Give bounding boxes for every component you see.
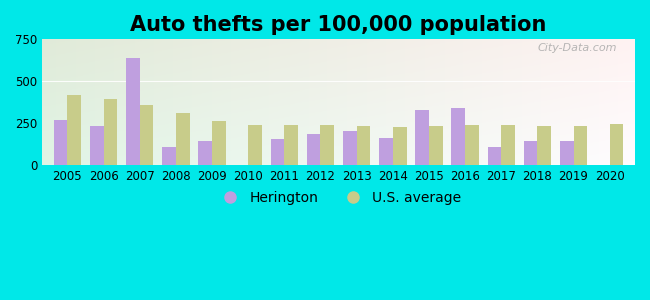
Bar <box>501 125 515 165</box>
Bar <box>343 131 357 165</box>
Bar <box>357 126 370 165</box>
Bar <box>140 105 153 165</box>
Bar <box>198 142 212 165</box>
Bar <box>90 126 103 165</box>
Legend: Herington, U.S. average: Herington, U.S. average <box>210 186 467 211</box>
Bar <box>54 120 68 165</box>
Bar <box>176 113 190 165</box>
Bar <box>379 138 393 165</box>
Bar <box>248 125 262 165</box>
Bar <box>415 110 429 165</box>
Title: Auto thefts per 100,000 population: Auto thefts per 100,000 population <box>131 15 547 35</box>
Bar <box>465 125 479 165</box>
Bar <box>307 134 320 165</box>
Bar <box>126 58 140 165</box>
Bar <box>524 141 538 165</box>
Bar <box>393 127 406 165</box>
Bar <box>284 125 298 165</box>
Bar <box>429 126 443 165</box>
Bar <box>451 108 465 165</box>
Bar <box>538 126 551 165</box>
Bar <box>560 142 573 165</box>
Bar <box>573 126 588 165</box>
Bar <box>270 139 284 165</box>
Bar <box>610 124 623 165</box>
Text: City-Data.com: City-Data.com <box>538 43 618 53</box>
Bar <box>162 146 176 165</box>
Bar <box>488 146 501 165</box>
Bar <box>212 122 226 165</box>
Bar <box>103 99 117 165</box>
Bar <box>320 125 334 165</box>
Bar <box>68 95 81 165</box>
